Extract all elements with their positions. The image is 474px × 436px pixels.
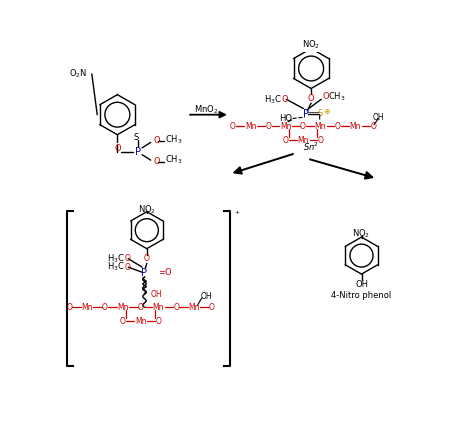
- Text: P: P: [142, 268, 147, 278]
- Text: NO$_2$: NO$_2$: [302, 38, 320, 51]
- Text: O$_2$N: O$_2$N: [69, 68, 87, 80]
- Text: O: O: [282, 95, 288, 104]
- Text: NO$_2$: NO$_2$: [138, 203, 156, 216]
- Text: O: O: [230, 122, 236, 131]
- Text: O: O: [300, 122, 306, 131]
- Text: O: O: [370, 122, 376, 131]
- Text: OH: OH: [201, 292, 213, 301]
- Text: CH$_3$: CH$_3$: [164, 154, 182, 167]
- Text: S: S: [133, 133, 138, 142]
- Text: Mn: Mn: [135, 317, 146, 326]
- Text: O: O: [102, 303, 108, 312]
- Text: CH$_3$: CH$_3$: [328, 91, 346, 103]
- Text: O: O: [265, 122, 272, 131]
- Text: OH: OH: [373, 112, 384, 122]
- Text: =O: =O: [158, 268, 171, 277]
- Text: CH$_3$: CH$_3$: [164, 133, 182, 146]
- Text: O: O: [323, 92, 329, 102]
- Text: Mn: Mn: [117, 303, 128, 312]
- Text: O: O: [124, 254, 130, 263]
- Text: O: O: [173, 303, 179, 312]
- Text: Mn: Mn: [315, 122, 326, 131]
- Text: P: P: [303, 109, 309, 119]
- Text: 4-Nitro phenol: 4-Nitro phenol: [331, 291, 392, 300]
- Text: P: P: [135, 146, 140, 157]
- Text: S: S: [318, 109, 323, 118]
- Text: O: O: [124, 262, 130, 272]
- Text: O: O: [144, 254, 150, 263]
- Text: O: O: [137, 303, 144, 312]
- Text: O: O: [153, 136, 160, 145]
- Text: Sn$^2$: Sn$^2$: [303, 141, 319, 153]
- Text: O: O: [153, 157, 160, 166]
- Text: Mn: Mn: [245, 122, 256, 131]
- Text: O: O: [155, 317, 161, 326]
- Text: Mn: Mn: [298, 136, 309, 145]
- Text: O: O: [66, 303, 72, 312]
- Text: O: O: [283, 136, 289, 145]
- Text: O: O: [114, 144, 121, 153]
- Text: O: O: [209, 303, 215, 312]
- Text: OH: OH: [151, 290, 162, 300]
- Text: H$_3$C: H$_3$C: [264, 93, 282, 106]
- Text: O: O: [120, 317, 126, 326]
- Text: Mn: Mn: [188, 303, 200, 312]
- Text: O: O: [308, 94, 314, 103]
- Text: MnO$_2$: MnO$_2$: [194, 103, 219, 116]
- Text: Mn: Mn: [280, 122, 292, 131]
- Text: $^+$: $^+$: [233, 209, 240, 218]
- Text: H$_3$C: H$_3$C: [107, 261, 125, 273]
- Text: NO$_2$: NO$_2$: [353, 228, 371, 240]
- Text: OH: OH: [355, 279, 368, 289]
- Text: Mn: Mn: [349, 122, 361, 131]
- Text: HO: HO: [279, 114, 292, 123]
- Text: O: O: [335, 122, 340, 131]
- Text: O: O: [318, 136, 323, 145]
- Text: Mn: Mn: [153, 303, 164, 312]
- Text: ⊕: ⊕: [323, 107, 330, 116]
- Text: Mn: Mn: [82, 303, 93, 312]
- Text: H$_3$C: H$_3$C: [107, 252, 125, 265]
